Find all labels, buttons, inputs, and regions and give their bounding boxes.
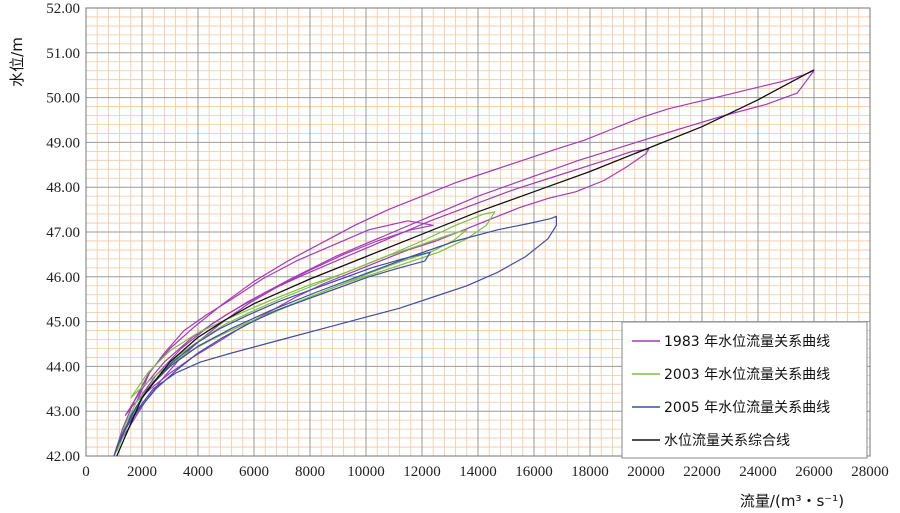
- y-tick-label: 50.00: [46, 91, 80, 107]
- y-tick-label: 48.00: [46, 180, 80, 196]
- legend-label: 水位流量关系综合线: [664, 433, 790, 449]
- y-tick-labels: 42.00 43.00 44.00 45.00 46.00 47.00 48.00 49.00…: [46, 1, 80, 465]
- legend: 1983 年水位流量关系曲线 2003 年水位流量关系曲线 2005 年水位流量关系…: [621, 321, 868, 459]
- y-axis-title: 水位/m: [8, 37, 26, 87]
- series-line: [116, 69, 815, 457]
- legend-label: 2005 年水位流量关系曲线: [664, 400, 830, 416]
- x-tick-label: 16000: [515, 464, 553, 480]
- y-tick-label: 46.00: [46, 270, 80, 286]
- series-line: [135, 70, 815, 403]
- x-tick-label: 4000: [183, 464, 213, 480]
- x-tick-label: 12000: [403, 464, 441, 480]
- y-tick-label: 43.00: [46, 404, 80, 420]
- x-tick-labels: 0 2000 4000 6000 8000 10000 12000 14000 16000 180…: [82, 464, 889, 480]
- y-tick-label: 44.00: [46, 359, 80, 375]
- x-tick-label: 2000: [127, 464, 157, 480]
- x-tick-label: 8000: [295, 464, 325, 480]
- x-tick-label: 28000: [851, 464, 889, 480]
- x-tick-label: 20000: [627, 464, 665, 480]
- x-tick-label: 22000: [683, 464, 721, 480]
- series-line: [113, 251, 431, 457]
- legend-label: 1983 年水位流量关系曲线: [664, 334, 830, 350]
- y-tick-label: 45.00: [46, 315, 80, 331]
- y-tick-label: 52.00: [46, 1, 80, 17]
- legend-box: [621, 321, 868, 459]
- x-tick-label: 18000: [571, 464, 609, 480]
- series-line: [130, 211, 496, 399]
- y-tick-label: 49.00: [46, 135, 80, 151]
- series-3: [113, 215, 558, 457]
- x-tick-label: 26000: [795, 464, 833, 480]
- plot-frame: [85, 7, 871, 457]
- y-tick-label: 42.00: [46, 449, 80, 465]
- x-tick-label: 0: [82, 464, 90, 480]
- x-tick-label: 24000: [739, 464, 777, 480]
- series-layer: [113, 69, 815, 457]
- series-line: [119, 215, 558, 443]
- y-tick-label: 47.00: [46, 225, 80, 241]
- series-4: [116, 69, 815, 457]
- x-axis-title: 流量/(m³・s⁻¹): [740, 492, 844, 510]
- legend-label: 2003 年水位流量关系曲线: [664, 367, 830, 383]
- x-tick-label: 10000: [347, 464, 385, 480]
- series-line: [113, 220, 434, 457]
- x-tick-label: 6000: [239, 464, 269, 480]
- series-2: [116, 211, 496, 452]
- x-tick-label: 14000: [459, 464, 497, 480]
- y-tick-label: 51.00: [46, 46, 80, 62]
